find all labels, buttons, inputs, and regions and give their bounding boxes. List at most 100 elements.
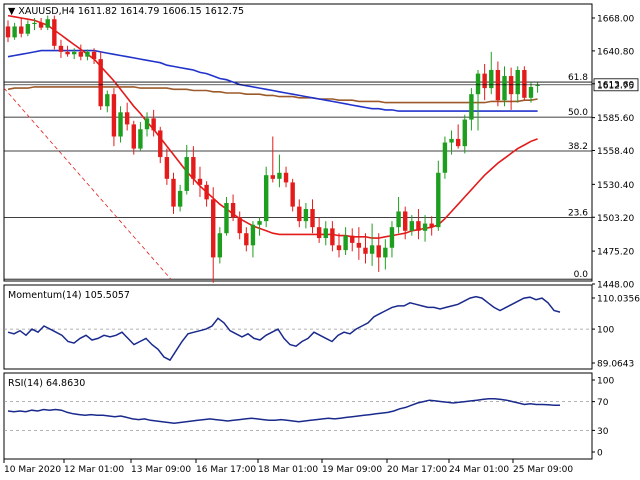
candle-body — [449, 138, 454, 143]
rsi-title: RSI(14) 64.8630 — [8, 378, 85, 389]
candle-body — [158, 130, 163, 158]
candle-body — [91, 51, 97, 60]
candle-body — [250, 224, 256, 246]
candle-body — [416, 221, 421, 231]
x-tick-label: 13 Mar 09:00 — [131, 465, 191, 475]
candle-body — [303, 209, 309, 222]
price-y-tick-label: 1503.20 — [597, 214, 634, 224]
fib-level-label: 50.0 — [568, 108, 588, 118]
price-panel-frame — [3, 3, 593, 282]
candle-body — [515, 69, 520, 95]
candle-body — [65, 51, 70, 55]
price-y-tick-label: 1448.00 — [597, 281, 634, 291]
x-tick-label: 12 Mar 01:00 — [64, 465, 124, 475]
candle-body — [429, 223, 434, 228]
price-y-tick-label: 1668.00 — [597, 15, 634, 25]
candle-body — [336, 245, 342, 251]
fib-level-label: 0.0 — [574, 270, 589, 280]
candle-body — [217, 233, 223, 258]
candle-body — [45, 19, 50, 28]
rsi-y-tick-label: 30 — [597, 427, 609, 437]
candle-body — [316, 227, 322, 239]
candle-body — [5, 26, 11, 38]
candle-body — [184, 157, 189, 191]
candle-body — [204, 184, 209, 200]
candle-body — [72, 51, 77, 55]
candle-body — [350, 235, 355, 243]
rsi-y-tick-label: 100 — [597, 377, 614, 387]
candle-body — [422, 223, 428, 231]
symbol-text: XAUUSD,H4 — [18, 6, 74, 17]
candle-body — [32, 22, 37, 25]
candle-body — [118, 112, 123, 137]
price-y-tick-label: 1530.40 — [597, 181, 634, 191]
candle-body — [310, 209, 315, 228]
price-y-tick-label: 1475.20 — [597, 248, 634, 258]
candle-body — [436, 172, 441, 228]
candle-body — [85, 51, 90, 57]
candle-body — [369, 245, 375, 254]
candle-body — [98, 59, 103, 107]
fib-level-label: 61.8 — [568, 73, 588, 83]
candle-body — [383, 247, 388, 258]
momentum-y-tick-label: 89.0643 — [597, 360, 634, 370]
x-tick-label: 10 Mar 2020 — [4, 465, 61, 475]
candle-body — [495, 69, 501, 101]
candle-body — [290, 182, 295, 207]
candle-body — [442, 142, 448, 173]
candle-body — [409, 221, 415, 231]
x-tick-label: 18 Mar 01:00 — [258, 465, 318, 475]
candle-body — [58, 45, 64, 52]
candle-body — [263, 175, 269, 222]
candle-body — [38, 22, 44, 28]
price-series-layer: 61.8 50.0 38.2 23.6 0.0 — [3, 14, 592, 283]
candle-body — [237, 217, 242, 234]
current-price-label: 1612.75 — [597, 81, 634, 91]
candle-body — [78, 51, 84, 57]
ohlc-values: 1611.82 1614.79 1606.15 1612.75 — [78, 6, 244, 17]
axes-layer: 1612.75 1668.00 1640.80 1613.60 1585.60 1558.… — [3, 15, 640, 475]
candle-body — [177, 190, 183, 207]
candle-body — [475, 73, 481, 95]
candle-body — [144, 118, 150, 130]
candle-body — [502, 76, 507, 101]
momentum-series-layer — [4, 295, 592, 362]
rsi-y-tick-label: 70 — [597, 398, 609, 408]
candle-body — [12, 26, 17, 38]
rsi-panel-frame — [3, 372, 593, 460]
fib-level-label: 23.6 — [568, 209, 588, 219]
candle-body — [25, 24, 31, 34]
candle-body — [230, 202, 236, 218]
x-tick-label: 24 Mar 01:00 — [449, 465, 509, 475]
candle-body — [283, 172, 289, 183]
candle-body — [297, 206, 302, 222]
candle-body — [197, 178, 203, 185]
chart-symbol-label: ▼ XAUUSD,H4 1611.82 1614.79 1606.15 1612… — [8, 6, 244, 17]
rsi-line — [7, 397, 560, 424]
momentum-y-tick-label: 110.0356 — [597, 295, 640, 305]
candle-body — [363, 247, 368, 254]
candle-body — [164, 157, 170, 179]
candle-body — [323, 228, 328, 239]
candle-body — [244, 233, 249, 246]
candle-body — [171, 178, 176, 207]
price-y-tick-label: 1558.40 — [597, 147, 634, 157]
candle-body — [52, 19, 57, 46]
candle-body — [270, 175, 275, 179]
candle-body — [376, 245, 381, 258]
candle-body — [489, 69, 494, 89]
candle-body — [455, 138, 461, 147]
candle-body — [482, 73, 487, 89]
candle-body — [211, 199, 216, 258]
candle-body — [356, 242, 362, 248]
candle-body — [111, 94, 117, 137]
price-y-tick-label: 1613.60 — [597, 80, 634, 90]
candle-body — [389, 227, 395, 248]
rsi-y-tick-label: 0 — [597, 449, 603, 459]
collapse-triangle-icon: ▼ — [8, 6, 18, 17]
momentum-line — [7, 295, 561, 362]
x-tick-label: 19 Mar 09:00 — [322, 465, 382, 475]
candle-body — [191, 157, 196, 179]
candle-body — [403, 211, 408, 231]
